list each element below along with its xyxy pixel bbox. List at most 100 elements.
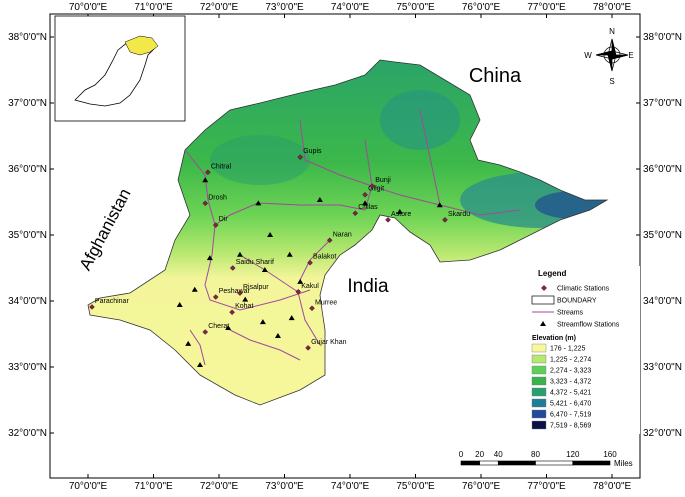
x-tick-label-bottom: 77°0'0"E — [527, 481, 566, 492]
streamflow-station — [267, 232, 274, 237]
climatic-station — [362, 191, 368, 198]
y-tick-label-left: 32°0'0"N — [8, 428, 47, 439]
x-tick-label-top: 74°0'0"E — [331, 2, 370, 13]
x-tick-label-bottom: 71°0'0"E — [134, 481, 173, 492]
y-tick-label-right: 35°0'0"N — [643, 230, 682, 241]
streamflow-station — [225, 325, 232, 331]
y-tick-label-left: 37°0'0"N — [8, 98, 47, 109]
legend-symbol — [541, 285, 547, 291]
legend-label: Climatic Stations — [557, 286, 610, 293]
station-label: Kohat — [235, 303, 253, 310]
scale-segment — [497, 460, 536, 466]
x-tick-label-top: 73°0'0"E — [265, 2, 304, 13]
y-tick-label-left: 36°0'0"N — [8, 164, 47, 175]
station-label: Risalpur — [243, 284, 269, 291]
streamflow-station — [274, 332, 281, 338]
x-tick-label-bottom: 70°0'0"E — [69, 481, 108, 492]
legend-label: Streams — [557, 310, 584, 317]
streamflow-station — [236, 251, 243, 257]
legend-label: BOUNDARY — [557, 298, 597, 305]
streamflow-station — [288, 315, 295, 321]
legend-label: 1,225 - 2,274 — [550, 357, 591, 364]
legend-label: Streamflow Stations — [557, 322, 620, 329]
station-label: Skardu — [448, 211, 470, 218]
legend-label: 176 - 1,225 — [550, 346, 586, 353]
scale-label: 20 — [475, 450, 484, 459]
x-tick-label-bottom: 78°0'0"E — [593, 481, 632, 492]
legend-swatch — [531, 354, 547, 364]
x-tick-label-bottom: 75°0'0"E — [396, 481, 435, 492]
legend-box — [528, 266, 640, 434]
climatic-station — [202, 329, 209, 335]
climatic-station — [295, 288, 302, 295]
y-tick-label-left: 33°0'0"N — [8, 362, 47, 373]
inset-frame — [54, 15, 186, 122]
streamflow-station — [191, 286, 198, 292]
compass-letter: W — [584, 51, 592, 60]
station-label: Chitral — [211, 163, 232, 170]
streamflow-station — [297, 278, 304, 284]
x-tick-label-bottom: 72°0'0"E — [200, 481, 239, 492]
x-tick-label-bottom: 73°0'0"E — [265, 481, 304, 492]
country-label: India — [347, 276, 389, 297]
station-label: Gujar Khan — [311, 339, 347, 346]
scale-label: 0 — [459, 450, 464, 459]
scale-label: 40 — [494, 450, 503, 459]
x-tick-label-top: 77°0'0"E — [527, 2, 566, 13]
y-tick-label-right: 36°0'0"N — [643, 164, 682, 175]
climatic-station — [369, 183, 376, 189]
x-tick-label-bottom: 74°0'0"E — [331, 481, 370, 492]
legend-label: 3,323 - 4,372 — [550, 379, 591, 386]
compass-letter: S — [609, 77, 614, 86]
streamflow-station — [396, 208, 403, 214]
scale-segment — [535, 460, 574, 466]
x-tick-label-top: 76°0'0"E — [462, 2, 501, 13]
climatic-station — [307, 259, 313, 266]
y-tick-label-left: 35°0'0"N — [8, 230, 47, 241]
compass-letter: N — [609, 27, 615, 36]
y-tick-label-right: 32°0'0"N — [643, 428, 682, 439]
station-label: Naran — [333, 231, 352, 238]
legend-swatch — [531, 376, 547, 386]
legend-title: Legend — [538, 269, 567, 278]
station-label: Bunji — [375, 177, 391, 184]
scale-segment — [479, 460, 499, 466]
climatic-station — [297, 154, 304, 160]
streamflow-station — [206, 255, 213, 261]
streamflow-station — [197, 362, 204, 368]
y-tick-label-left: 38°0'0"N — [8, 32, 47, 43]
x-tick-label-top: 78°0'0"E — [593, 2, 632, 13]
station-label: Cherat — [208, 323, 229, 330]
climatic-station — [385, 217, 391, 223]
streamflow-station — [436, 202, 443, 208]
x-tick-label-top: 71°0'0"E — [134, 2, 173, 13]
scale-label: 120 — [566, 450, 580, 459]
climatic-station — [89, 304, 95, 310]
climatic-station — [229, 265, 236, 271]
streamflow-station — [176, 301, 183, 307]
scale-segment — [460, 460, 480, 466]
streamflow-station — [259, 319, 266, 325]
streams — [184, 109, 521, 366]
scale-label: 80 — [531, 450, 540, 459]
streamflow-station — [261, 266, 268, 272]
scale-segment — [572, 460, 611, 466]
station-label: Kakul — [301, 283, 319, 290]
x-tick-label-top: 72°0'0"E — [200, 2, 239, 13]
climatic-station — [442, 217, 448, 223]
streamflow-station — [316, 197, 323, 203]
streamflow-station — [286, 251, 293, 257]
y-tick-label-right: 38°0'0"N — [643, 32, 682, 43]
inset-study-area — [124, 35, 159, 56]
streamflow-station — [362, 200, 369, 206]
station-label: Gupis — [303, 148, 322, 155]
climatic-station — [212, 222, 219, 228]
x-tick-label-top: 70°0'0"E — [69, 2, 108, 13]
legend-symbol — [540, 321, 546, 326]
y-tick-label-right: 33°0'0"N — [643, 362, 682, 373]
streamflow-station — [255, 200, 262, 206]
y-tick-label-left: 34°0'0"N — [8, 296, 47, 307]
compass-letter: E — [628, 51, 633, 60]
station-label: Astore — [391, 211, 411, 218]
station-label: Drosh — [208, 194, 227, 201]
